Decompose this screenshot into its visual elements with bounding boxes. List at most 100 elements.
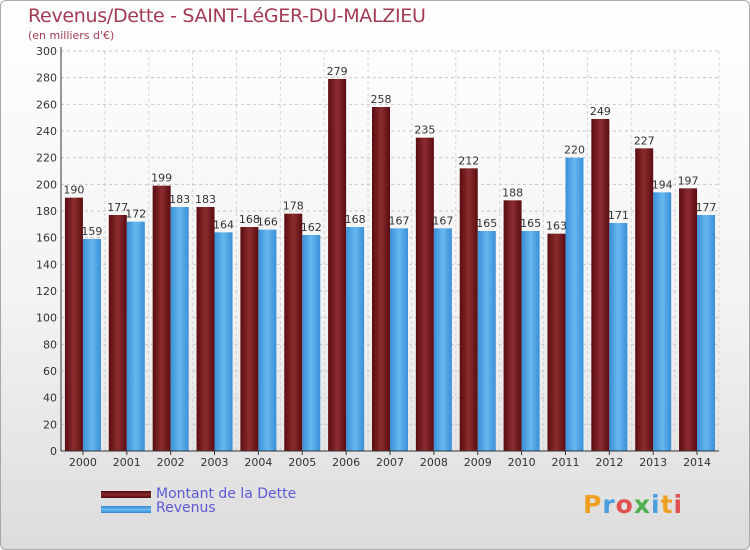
chart-title: Revenus/Dette - SAINT-LéGER-DU-MALZIEU [28,5,426,27]
x-tick-label: 2000 [69,456,97,469]
data-label: 171 [608,209,629,222]
y-tick-label: 200 [36,178,57,191]
y-tick-label: 160 [36,232,57,245]
x-tick-label: 2006 [332,456,360,469]
x-tick-label: 2002 [157,456,185,469]
data-label: 168 [345,213,366,226]
y-tick-label: 220 [36,152,57,165]
y-tick-label: 60 [43,365,57,378]
y-tick-label: 280 [36,72,57,85]
data-label: 194 [652,178,673,191]
data-label: 172 [125,208,146,221]
bar-dette [547,233,566,451]
y-tick-label: 0 [50,445,57,458]
data-label: 258 [371,93,392,106]
bar-revenus [477,231,496,451]
y-tick-label: 140 [36,258,57,271]
y-tick-label: 300 [36,45,57,58]
data-label: 166 [257,216,278,229]
bar-revenus [697,215,716,451]
data-label: 165 [520,217,541,230]
bar-dette [591,119,610,451]
bar-revenus [126,221,145,451]
x-tick-label: 2005 [288,456,316,469]
data-label: 183 [195,193,216,206]
y-tick-label: 40 [43,392,57,405]
bar-dette [503,200,522,451]
data-label: 220 [564,144,585,157]
bar-dette [64,197,83,451]
x-tick-label: 2007 [376,456,404,469]
data-label: 177 [696,201,717,214]
bar-revenus [433,228,452,451]
bar-revenus [170,207,189,451]
bar-dette [152,185,171,451]
axes: 0 20 40 60 80 100 120 140 160 180 200 220 240 260 280 3… [36,45,719,469]
legend-swatch-revenus [101,506,151,513]
bar-dette [679,188,698,452]
bar-revenus [521,231,540,451]
data-label: 168 [239,213,260,226]
data-label: 163 [546,220,567,233]
data-label: 212 [458,154,479,167]
x-tick-label: 2014 [683,456,711,469]
data-label: 167 [432,214,453,227]
x-tick-label: 2009 [464,456,492,469]
x-tick-label: 2013 [639,456,667,469]
y-tick-label: 260 [36,98,57,111]
y-tick-label: 20 [43,418,57,431]
bar-revenus [565,157,584,451]
bar-revenus [346,227,365,451]
bar-dette [240,227,259,451]
data-label: 227 [634,134,655,147]
data-label: 167 [389,214,410,227]
x-tick-label: 2004 [244,456,272,469]
bar-revenus [609,223,628,451]
data-label: 188 [502,186,523,199]
data-label: 249 [590,105,611,118]
data-label: 164 [213,218,234,231]
bar-dette [459,168,478,452]
bar-revenus [653,192,672,452]
bar-dette [635,148,654,452]
bar-dette [372,107,390,451]
legend-label-dette: Montant de la Dette [156,486,297,502]
x-tick-label: 2011 [551,456,579,469]
bar-revenus [302,235,321,451]
x-tick-label: 2010 [508,456,536,469]
x-tick-label: 2008 [420,456,448,469]
x-tick-label: 2012 [595,456,623,469]
bar-revenus [258,229,277,451]
legend-label-revenus: Revenus [156,500,216,516]
data-label: 178 [283,200,304,213]
y-tick-label: 80 [43,338,57,351]
chart-subtitle: (en milliers d'€) [28,29,115,42]
y-tick-label: 120 [36,285,57,298]
x-tick-label: 2001 [113,456,141,469]
bar-revenus [214,232,233,451]
y-tick-label: 100 [36,312,57,325]
bar-revenus [82,239,101,451]
data-label: 197 [678,174,699,187]
data-label: 190 [63,184,84,197]
y-tick-label: 180 [36,205,57,218]
y-tick-label: 240 [36,125,57,138]
legend-swatch-dette [101,491,151,498]
x-tick-label: 2003 [201,456,229,469]
data-label: 177 [107,201,128,214]
bars [64,79,716,452]
data-label: 183 [169,193,190,206]
data-label: 159 [81,225,102,238]
bar-dette [108,215,127,451]
proxiti-logo: Proxiti [583,490,684,519]
data-label: 199 [151,172,172,185]
data-label: 165 [476,217,497,230]
bar-dette [415,137,434,451]
data-label: 162 [301,221,322,234]
bar-dette [328,79,347,451]
data-label: 235 [414,124,435,137]
bar-revenus [390,228,408,451]
